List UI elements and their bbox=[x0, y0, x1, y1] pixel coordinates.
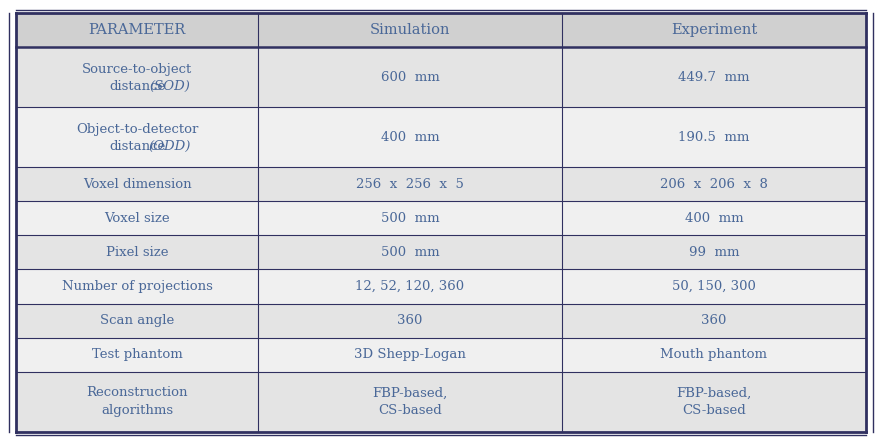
Text: 449.7  mm: 449.7 mm bbox=[678, 71, 750, 84]
Bar bbox=[258, 338, 562, 372]
Text: Number of projections: Number of projections bbox=[62, 280, 213, 293]
Bar bbox=[258, 48, 562, 107]
Text: 500  mm: 500 mm bbox=[381, 212, 439, 225]
Text: 600  mm: 600 mm bbox=[381, 71, 439, 84]
Bar bbox=[16, 303, 258, 338]
Text: Experiment: Experiment bbox=[671, 24, 757, 37]
Text: 50, 150, 300: 50, 150, 300 bbox=[672, 280, 756, 293]
Text: Pixel size: Pixel size bbox=[106, 246, 168, 259]
Bar bbox=[258, 235, 562, 270]
Text: 360: 360 bbox=[397, 314, 422, 327]
Text: 400  mm: 400 mm bbox=[684, 212, 744, 225]
Bar bbox=[258, 303, 562, 338]
Text: PARAMETER: PARAMETER bbox=[88, 24, 186, 37]
Text: (ODD): (ODD) bbox=[148, 140, 191, 153]
Bar bbox=[258, 201, 562, 235]
Text: FBP-based,
CS-based: FBP-based, CS-based bbox=[676, 386, 751, 417]
Text: FBP-based,
CS-based: FBP-based, CS-based bbox=[372, 386, 447, 417]
Bar bbox=[562, 235, 866, 270]
Text: Simulation: Simulation bbox=[370, 24, 450, 37]
Bar bbox=[16, 338, 258, 372]
Text: 12, 52, 120, 360: 12, 52, 120, 360 bbox=[355, 280, 465, 293]
Bar bbox=[562, 48, 866, 107]
Bar bbox=[16, 48, 258, 107]
Bar bbox=[562, 167, 866, 201]
Bar bbox=[16, 201, 258, 235]
Text: 3D Shepp-Logan: 3D Shepp-Logan bbox=[354, 348, 466, 361]
Bar bbox=[258, 167, 562, 201]
Text: 190.5  mm: 190.5 mm bbox=[678, 131, 750, 144]
Text: Source-to-object: Source-to-object bbox=[82, 63, 192, 76]
Text: distance: distance bbox=[108, 140, 165, 153]
Bar bbox=[258, 13, 562, 48]
Bar bbox=[562, 372, 866, 432]
Bar bbox=[562, 107, 866, 167]
Text: 400  mm: 400 mm bbox=[381, 131, 439, 144]
Bar bbox=[16, 13, 258, 48]
Bar bbox=[562, 338, 866, 372]
Text: distance: distance bbox=[108, 81, 165, 93]
Text: Mouth phantom: Mouth phantom bbox=[661, 348, 767, 361]
Bar bbox=[16, 107, 258, 167]
Bar bbox=[562, 303, 866, 338]
Text: Object-to-detector: Object-to-detector bbox=[76, 123, 198, 136]
Text: 99  mm: 99 mm bbox=[689, 246, 739, 259]
Bar bbox=[562, 201, 866, 235]
Text: (SOD): (SOD) bbox=[149, 81, 190, 93]
Text: Reconstruction
algorithms: Reconstruction algorithms bbox=[86, 386, 188, 417]
Bar bbox=[562, 13, 866, 48]
Bar bbox=[16, 167, 258, 201]
Text: Scan angle: Scan angle bbox=[100, 314, 174, 327]
Text: Test phantom: Test phantom bbox=[92, 348, 183, 361]
Bar bbox=[16, 235, 258, 270]
Bar bbox=[16, 372, 258, 432]
Text: 500  mm: 500 mm bbox=[381, 246, 439, 259]
Bar bbox=[16, 270, 258, 303]
Text: 256  x  256  x  5: 256 x 256 x 5 bbox=[356, 178, 464, 190]
Bar bbox=[562, 270, 866, 303]
Text: Voxel dimension: Voxel dimension bbox=[83, 178, 191, 190]
Text: 360: 360 bbox=[701, 314, 727, 327]
Bar bbox=[258, 107, 562, 167]
Text: Voxel size: Voxel size bbox=[104, 212, 170, 225]
Bar bbox=[258, 372, 562, 432]
Text: 206  x  206  x  8: 206 x 206 x 8 bbox=[660, 178, 768, 190]
Bar bbox=[258, 270, 562, 303]
